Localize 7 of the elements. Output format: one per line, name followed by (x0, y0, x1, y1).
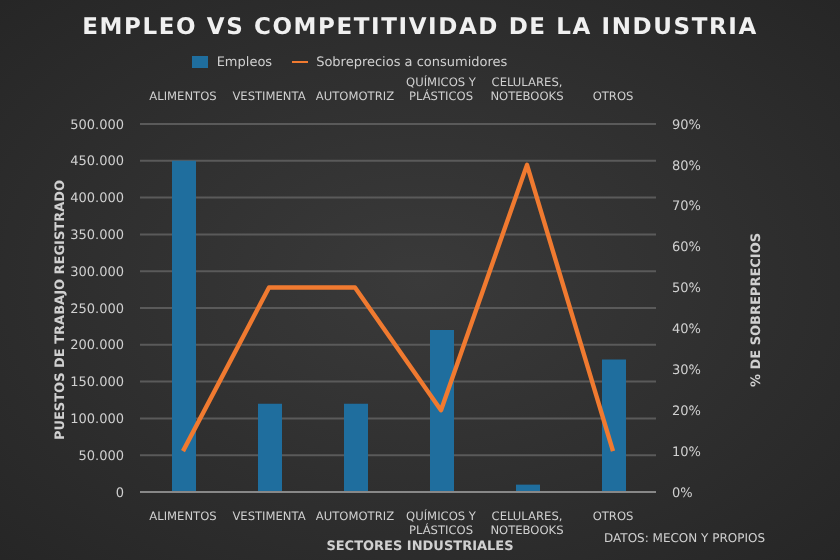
bar (602, 359, 626, 492)
line-series (180, 162, 616, 454)
bar (172, 160, 196, 492)
bar (430, 330, 454, 492)
bar (258, 403, 282, 492)
chart-title: EMPLEO VS COMPETITIVIDAD DE LA INDUSTRIA (80, 12, 760, 40)
bar (344, 403, 368, 492)
